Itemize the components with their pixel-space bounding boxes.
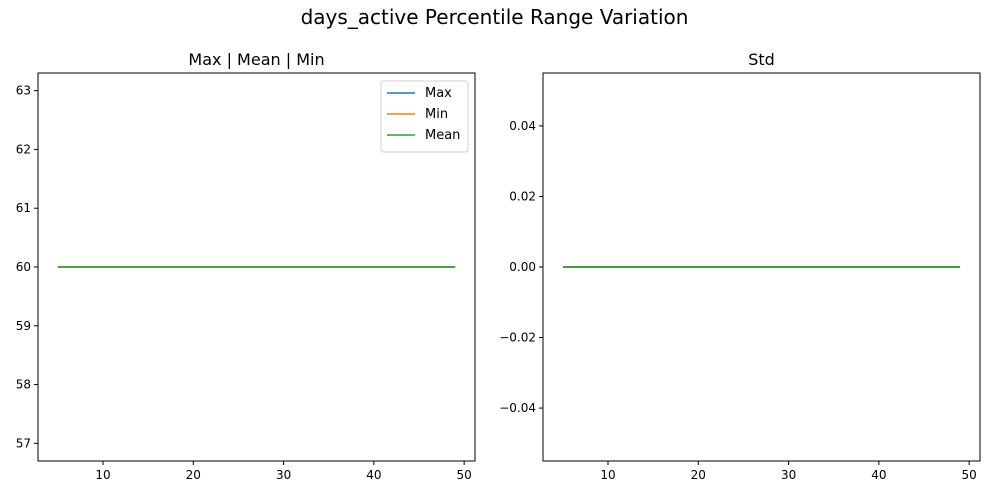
panel-2: Std 10 20 30 40 50 −0.04 −0.02 0.00 0.02 0.04 <box>499 50 981 482</box>
figure-title: days_active Percentile Range Variation <box>300 5 689 29</box>
panel-1: Max | Mean | Min 10 20 30 40 50 57 58 59 60 61 62 63… <box>16 50 476 482</box>
panel-title: Max | Mean | Min <box>188 50 324 69</box>
x-tick-label: 20 <box>691 468 706 482</box>
x-tick-label: 10 <box>95 468 110 482</box>
x-tick-label: 20 <box>186 468 201 482</box>
y-tick-label: 61 <box>16 201 31 215</box>
legend-label-mean: Mean <box>425 128 460 143</box>
y-tick-label: 60 <box>16 260 31 274</box>
plot-frame <box>542 72 981 462</box>
x-tick-label: 40 <box>366 468 381 482</box>
y-tick-label: −0.04 <box>499 401 536 415</box>
panel-title: Std <box>748 50 775 69</box>
x-tick-label: 50 <box>457 468 472 482</box>
plot-frame <box>37 72 476 462</box>
y-tick-label: 62 <box>16 142 31 156</box>
y-tick-label: 59 <box>16 319 31 333</box>
y-tick-label: 0.02 <box>509 189 536 203</box>
x-tick-label: 10 <box>600 468 615 482</box>
y-tick-label: 0.00 <box>509 260 536 274</box>
x-tick-label: 50 <box>962 468 977 482</box>
y-tick-label: −0.02 <box>499 331 536 345</box>
x-tick-label: 30 <box>781 468 796 482</box>
x-tick-label: 30 <box>276 468 291 482</box>
y-tick-label: 0.04 <box>509 119 536 133</box>
legend-label-min: Min <box>425 107 448 122</box>
y-tick-label: 63 <box>16 84 31 98</box>
y-tick-label: 58 <box>16 378 31 392</box>
y-tick-label: 57 <box>16 436 31 450</box>
legend: Max Min Mean <box>380 80 469 153</box>
x-tick-label: 40 <box>871 468 886 482</box>
legend-label-max: Max <box>425 86 452 101</box>
